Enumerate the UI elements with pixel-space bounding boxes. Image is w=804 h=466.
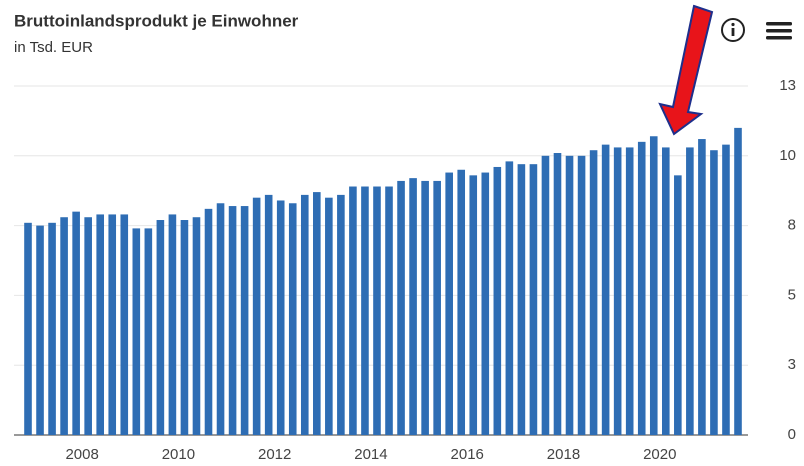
- y-tick-label: 10: [779, 147, 796, 164]
- bar: [204, 208, 213, 435]
- annotation-arrow: [658, 4, 714, 136]
- bar: [300, 194, 309, 435]
- bar: [734, 127, 742, 435]
- bar: [577, 155, 586, 436]
- menu-icon[interactable]: [766, 22, 792, 40]
- bar: [288, 203, 297, 435]
- bar: [385, 186, 393, 435]
- bar: [361, 186, 369, 435]
- bar: [505, 161, 514, 435]
- y-tick-label: 0: [788, 426, 796, 443]
- bar: [84, 217, 92, 435]
- bar: [48, 222, 56, 435]
- bar: [469, 175, 478, 435]
- bar: [674, 175, 682, 435]
- y-tick-label: 3: [788, 356, 796, 373]
- bar: [228, 206, 237, 435]
- x-tick-label: 2008: [65, 446, 98, 463]
- bar: [313, 192, 321, 435]
- y-tick-label: 13: [779, 77, 796, 94]
- x-tick-label: 2012: [258, 446, 291, 463]
- bar: [72, 211, 80, 435]
- bar: [661, 147, 670, 435]
- bar: [698, 139, 706, 435]
- bar: [216, 203, 225, 435]
- bar: [553, 153, 562, 435]
- x-tick-label: 2018: [547, 446, 580, 463]
- bar: [601, 144, 610, 435]
- bar: [637, 141, 646, 435]
- bar: [144, 228, 153, 435]
- bar: [589, 150, 598, 435]
- bar: [373, 186, 381, 435]
- bar: [529, 164, 538, 435]
- bar: [180, 220, 189, 435]
- bar: [397, 180, 405, 435]
- bar: [156, 220, 165, 435]
- info-icon[interactable]: [721, 18, 745, 42]
- x-tick-label: 2014: [354, 446, 387, 463]
- bar: [36, 225, 44, 435]
- bar: [252, 197, 261, 435]
- bar: [445, 172, 453, 435]
- bar: [433, 180, 441, 435]
- bar: [517, 164, 526, 435]
- bar: [710, 150, 718, 435]
- bar: [649, 136, 658, 436]
- bar: [264, 194, 273, 435]
- bar: [168, 214, 177, 435]
- bar: [493, 166, 502, 435]
- bar: [421, 180, 429, 435]
- bar: [192, 217, 201, 435]
- chart-title: Bruttoinlandsprodukt je Einwohner: [14, 11, 299, 30]
- bar: [722, 144, 730, 435]
- bar: [613, 147, 622, 435]
- bar: [457, 169, 466, 435]
- x-tick-label: 2010: [162, 446, 195, 463]
- bar: [325, 197, 333, 435]
- bar: [60, 217, 68, 435]
- y-tick-label: 8: [788, 217, 796, 234]
- bar: [337, 194, 345, 435]
- bar: [481, 172, 490, 435]
- bar: [24, 222, 32, 435]
- bar: [565, 155, 574, 436]
- x-tick-label: 2016: [451, 446, 484, 463]
- bar: [349, 186, 357, 435]
- bar: [541, 155, 550, 436]
- bar: [686, 147, 694, 435]
- chart-subtitle: in Tsd. EUR: [14, 39, 93, 56]
- bar: [96, 214, 105, 435]
- bar: [276, 200, 285, 435]
- bar: [625, 147, 634, 435]
- y-tick-label: 5: [788, 286, 796, 303]
- bar: [108, 214, 117, 435]
- bar: [132, 228, 141, 435]
- bar: [240, 206, 249, 435]
- x-tick-label: 2020: [643, 446, 676, 463]
- bar: [409, 178, 417, 436]
- bar: [120, 214, 129, 435]
